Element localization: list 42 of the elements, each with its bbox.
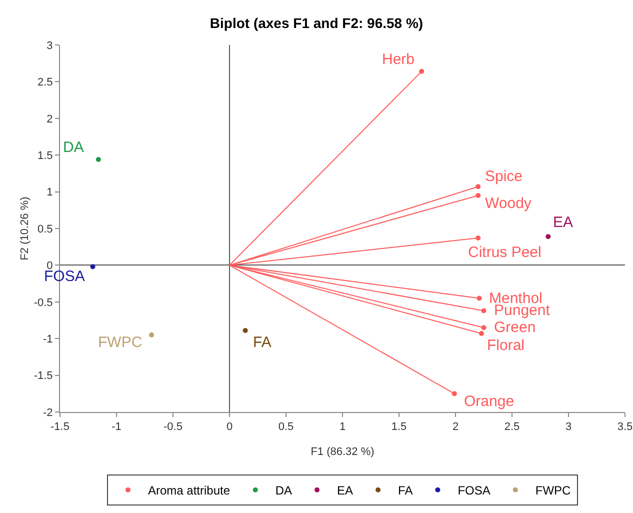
annotation: FWPC — [98, 334, 142, 351]
legend-label: FOSA — [458, 484, 490, 498]
annotation: Spice — [485, 168, 523, 185]
annotation: Herb — [382, 51, 415, 68]
annotation: Citrus Peel — [468, 244, 542, 261]
y-tick-label: 2.5 — [38, 76, 53, 89]
x-tick-label: 0.5 — [278, 421, 294, 434]
legend-label: FA — [398, 484, 413, 498]
y-axis-title: F2 (10.26 %) — [19, 196, 31, 260]
annotation: EA — [553, 214, 574, 231]
legend-label: EA — [337, 484, 354, 498]
x-tick-label: 2.5 — [504, 421, 520, 434]
y-tick-label: -0.5 — [34, 296, 53, 309]
legend-label: FWPC — [535, 484, 572, 498]
y-tick-label: -2 — [43, 406, 53, 419]
x-tick-label: 3.5 — [617, 421, 633, 434]
y-tick-label: 2 — [46, 113, 53, 126]
x-axis-title: F1 (86.32 %) — [310, 446, 374, 458]
x-tick-label: 0 — [226, 421, 233, 434]
x-tick-label: 3 — [565, 421, 572, 434]
annotation: DA — [63, 139, 84, 156]
annotation: FOSA — [44, 268, 85, 285]
chart-title: Biplot (axes F1 and F2: 96.58 %) — [210, 14, 424, 31]
y-tick-label: -1 — [43, 333, 53, 346]
legend-label: Aroma attribute — [148, 484, 230, 498]
annotation: Woody — [485, 195, 532, 212]
x-tick-label: 2 — [452, 421, 459, 434]
annotation: Green — [494, 319, 536, 336]
annotation: Pungent — [494, 302, 551, 319]
annotation: Floral — [487, 337, 525, 354]
y-tick-label: 3 — [46, 40, 53, 52]
x-tick-label: 1.5 — [391, 421, 407, 434]
y-tick-label: 0.5 — [38, 223, 53, 236]
legend-label: DA — [275, 484, 292, 498]
y-tick-label: -1.5 — [34, 370, 53, 382]
x-tick-label: -0.5 — [164, 421, 182, 434]
x-tick-label: 1 — [339, 421, 346, 434]
y-tick-label: 1.5 — [38, 150, 53, 162]
annotation: FA — [253, 334, 272, 351]
annotation: Orange — [464, 393, 514, 410]
x-tick-label: -1 — [112, 421, 122, 434]
y-tick-label: 1 — [46, 186, 53, 199]
